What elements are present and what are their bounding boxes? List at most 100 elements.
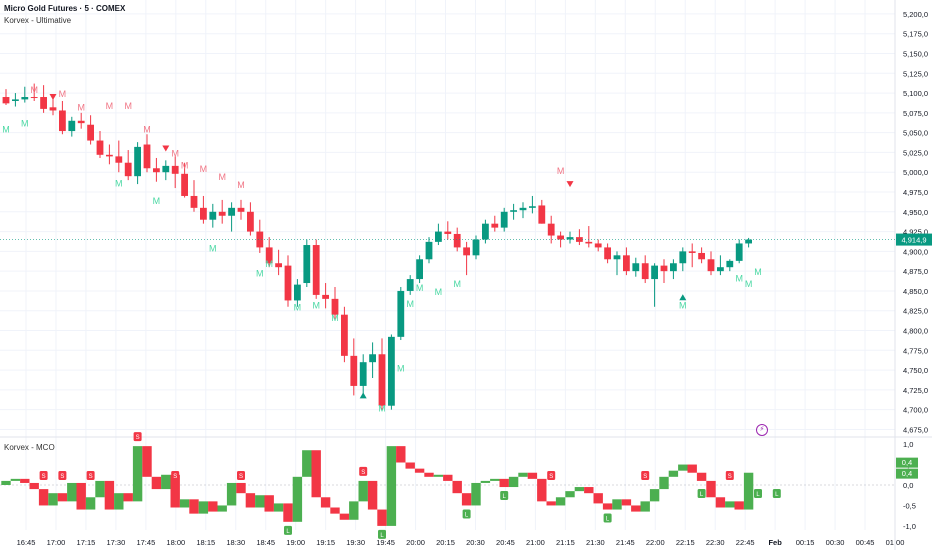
osc-bar bbox=[273, 503, 284, 512]
candle-body bbox=[200, 207, 207, 220]
candle-body bbox=[717, 267, 724, 272]
time-axis-label: 17:00 bbox=[47, 538, 66, 547]
candle-body bbox=[510, 210, 517, 212]
time-axis-label: 22:30 bbox=[706, 538, 725, 547]
osc-bar bbox=[734, 501, 744, 510]
candle-body bbox=[162, 165, 170, 173]
candle-body bbox=[679, 251, 687, 264]
price-axis-label: 4,950,0 bbox=[903, 208, 928, 217]
osc-bar bbox=[480, 480, 491, 483]
candle-body bbox=[237, 207, 245, 212]
candle-body bbox=[40, 97, 47, 109]
osc-bar bbox=[565, 491, 575, 498]
short-badge bbox=[86, 471, 95, 480]
candle-body bbox=[435, 231, 442, 242]
candle-body bbox=[256, 231, 264, 248]
candle-body bbox=[482, 223, 489, 240]
osc-bar bbox=[508, 476, 519, 488]
m-signal-marker: M bbox=[115, 178, 123, 188]
m-signal-marker: M bbox=[735, 273, 743, 283]
candle-body bbox=[30, 97, 38, 99]
long-badge bbox=[772, 489, 781, 498]
badge-label: S bbox=[728, 474, 732, 480]
m-signal-marker: M bbox=[171, 148, 179, 158]
osc-bar bbox=[443, 474, 453, 481]
osc-bar bbox=[687, 464, 697, 473]
osc-bar bbox=[602, 503, 613, 510]
candle-body bbox=[660, 265, 668, 272]
candle-body bbox=[124, 162, 132, 177]
m-signal-marker: M bbox=[200, 164, 208, 174]
badge-label: S bbox=[42, 474, 46, 480]
osc-bar bbox=[57, 493, 68, 502]
candle-body bbox=[59, 110, 66, 132]
osc-bar bbox=[38, 489, 49, 506]
osc-bar bbox=[85, 497, 96, 510]
indicator-legend-ultimative[interactable]: Korvex - Ultimative bbox=[4, 16, 72, 25]
osc-bar bbox=[706, 480, 716, 498]
candle-body bbox=[519, 207, 527, 211]
osc-bar bbox=[574, 487, 585, 492]
price-axis-label: 4,750,0 bbox=[903, 366, 928, 375]
price-axis-label: 4,825,0 bbox=[903, 307, 928, 316]
price-axis-label: 4,700,0 bbox=[903, 406, 928, 415]
candle-body bbox=[247, 211, 254, 232]
buy-arrow-icon bbox=[679, 294, 687, 301]
price-axis-label: 5,150,0 bbox=[903, 49, 928, 58]
m-signal-marker: M bbox=[435, 287, 443, 297]
candle-body bbox=[604, 247, 611, 260]
osc-bar bbox=[471, 482, 481, 506]
sell-arrow-icon bbox=[162, 145, 170, 152]
badge-label: S bbox=[361, 470, 365, 476]
price-axis-label: 5,100,0 bbox=[903, 89, 928, 98]
candle-body bbox=[2, 97, 10, 104]
time-axis-label: 21:15 bbox=[556, 538, 575, 547]
candle-body bbox=[331, 298, 339, 315]
long-badge bbox=[697, 489, 706, 498]
osc-bar bbox=[612, 499, 622, 510]
m-signal-marker: M bbox=[312, 300, 320, 310]
candle-body bbox=[594, 243, 602, 248]
osc-bar bbox=[10, 478, 21, 481]
osc-bar bbox=[546, 501, 556, 506]
indicator-legend-mco[interactable]: Korvex - MCO bbox=[4, 443, 55, 452]
osc-value-label: 0,4 bbox=[902, 469, 912, 478]
m-signal-marker: M bbox=[745, 279, 753, 289]
symbol-legend-title[interactable]: Micro Gold Futures · 5 · COMEX bbox=[4, 4, 126, 13]
osc-bar bbox=[452, 480, 462, 494]
long-badge bbox=[378, 529, 386, 539]
candle-body bbox=[745, 239, 752, 244]
candle-body bbox=[322, 294, 329, 299]
m-signal-marker: M bbox=[209, 243, 217, 253]
badge-label: S bbox=[549, 474, 553, 480]
sell-arrow-icon bbox=[566, 181, 574, 188]
osc-value-label: 0,4 bbox=[902, 458, 912, 467]
lightning-icon[interactable]: ⚡ bbox=[756, 424, 768, 436]
price-axis-label: 4,800,0 bbox=[903, 327, 928, 336]
price-axis-label: 4,875,0 bbox=[903, 267, 928, 276]
candle-body bbox=[87, 124, 94, 141]
time-axis-label: 19:00 bbox=[286, 538, 305, 547]
osc-value-badge bbox=[896, 457, 918, 468]
osc-bar bbox=[659, 476, 669, 490]
candle-body bbox=[425, 241, 433, 260]
price-axis-label: 5,200,0 bbox=[903, 10, 928, 19]
short-badge bbox=[725, 471, 734, 480]
candle-body bbox=[688, 251, 696, 253]
time-axis-label: 22:45 bbox=[736, 538, 755, 547]
candle-body bbox=[406, 279, 414, 291]
badge-label: L bbox=[380, 533, 384, 539]
m-signal-marker: M bbox=[557, 166, 565, 176]
m-signal-marker: M bbox=[218, 172, 226, 182]
candle-body bbox=[284, 265, 292, 301]
price-axis-label: 4,900,0 bbox=[903, 247, 928, 256]
short-badge bbox=[641, 471, 650, 480]
osc-bar bbox=[358, 480, 368, 502]
candle-body bbox=[369, 354, 376, 363]
price-axis-label: 4,725,0 bbox=[903, 386, 928, 395]
short-badge bbox=[39, 471, 48, 480]
candle-body bbox=[726, 260, 734, 268]
osc-bar bbox=[715, 497, 726, 508]
